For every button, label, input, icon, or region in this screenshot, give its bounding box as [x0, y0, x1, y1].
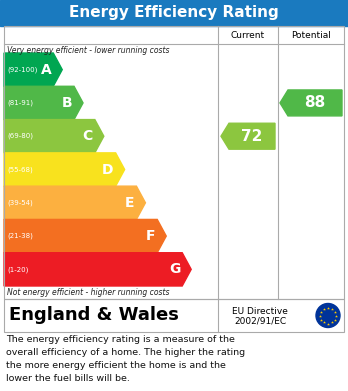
Text: B: B	[61, 96, 72, 110]
Text: A: A	[40, 63, 51, 77]
Text: (39-54): (39-54)	[7, 199, 33, 206]
Text: (21-38): (21-38)	[7, 233, 33, 239]
Text: Not energy efficient - higher running costs: Not energy efficient - higher running co…	[7, 288, 169, 297]
Bar	[4, 26, 344, 299]
Text: D: D	[102, 163, 114, 176]
Text: (92-100): (92-100)	[7, 66, 37, 73]
Text: (55-68): (55-68)	[7, 166, 33, 173]
Polygon shape	[280, 90, 342, 116]
Text: E: E	[125, 196, 134, 210]
Text: The energy efficiency rating is a measure of the
overall efficiency of a home. T: The energy efficiency rating is a measur…	[6, 335, 245, 382]
Polygon shape	[4, 186, 145, 219]
Text: (81-91): (81-91)	[7, 100, 33, 106]
Text: Current: Current	[231, 30, 265, 39]
Text: C: C	[82, 129, 93, 143]
Bar	[4, 299, 344, 332]
Text: 88: 88	[304, 95, 326, 110]
Polygon shape	[4, 219, 166, 253]
Text: Energy Efficiency Rating: Energy Efficiency Rating	[69, 5, 279, 20]
Text: G: G	[169, 262, 180, 276]
Polygon shape	[4, 153, 125, 186]
Text: England & Wales: England & Wales	[9, 307, 179, 325]
Polygon shape	[4, 253, 191, 286]
Text: F: F	[146, 229, 155, 243]
Polygon shape	[221, 123, 275, 149]
Text: 2002/91/EC: 2002/91/EC	[234, 316, 286, 325]
Text: EU Directive: EU Directive	[232, 307, 288, 316]
Text: 72: 72	[241, 129, 263, 144]
Text: (1-20): (1-20)	[7, 266, 29, 273]
Bar	[0, 0, 348, 26]
Polygon shape	[4, 86, 83, 120]
Polygon shape	[4, 120, 104, 153]
Text: (69-80): (69-80)	[7, 133, 33, 140]
Text: Potential: Potential	[291, 30, 331, 39]
Circle shape	[316, 303, 340, 328]
Polygon shape	[4, 53, 62, 86]
Text: Very energy efficient - lower running costs: Very energy efficient - lower running co…	[7, 46, 169, 55]
